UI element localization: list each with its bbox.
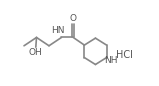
Text: NH: NH <box>104 56 118 65</box>
Text: HN: HN <box>51 26 65 35</box>
Text: HCl: HCl <box>116 50 132 60</box>
Text: O: O <box>70 14 77 23</box>
Text: OH: OH <box>29 48 43 57</box>
